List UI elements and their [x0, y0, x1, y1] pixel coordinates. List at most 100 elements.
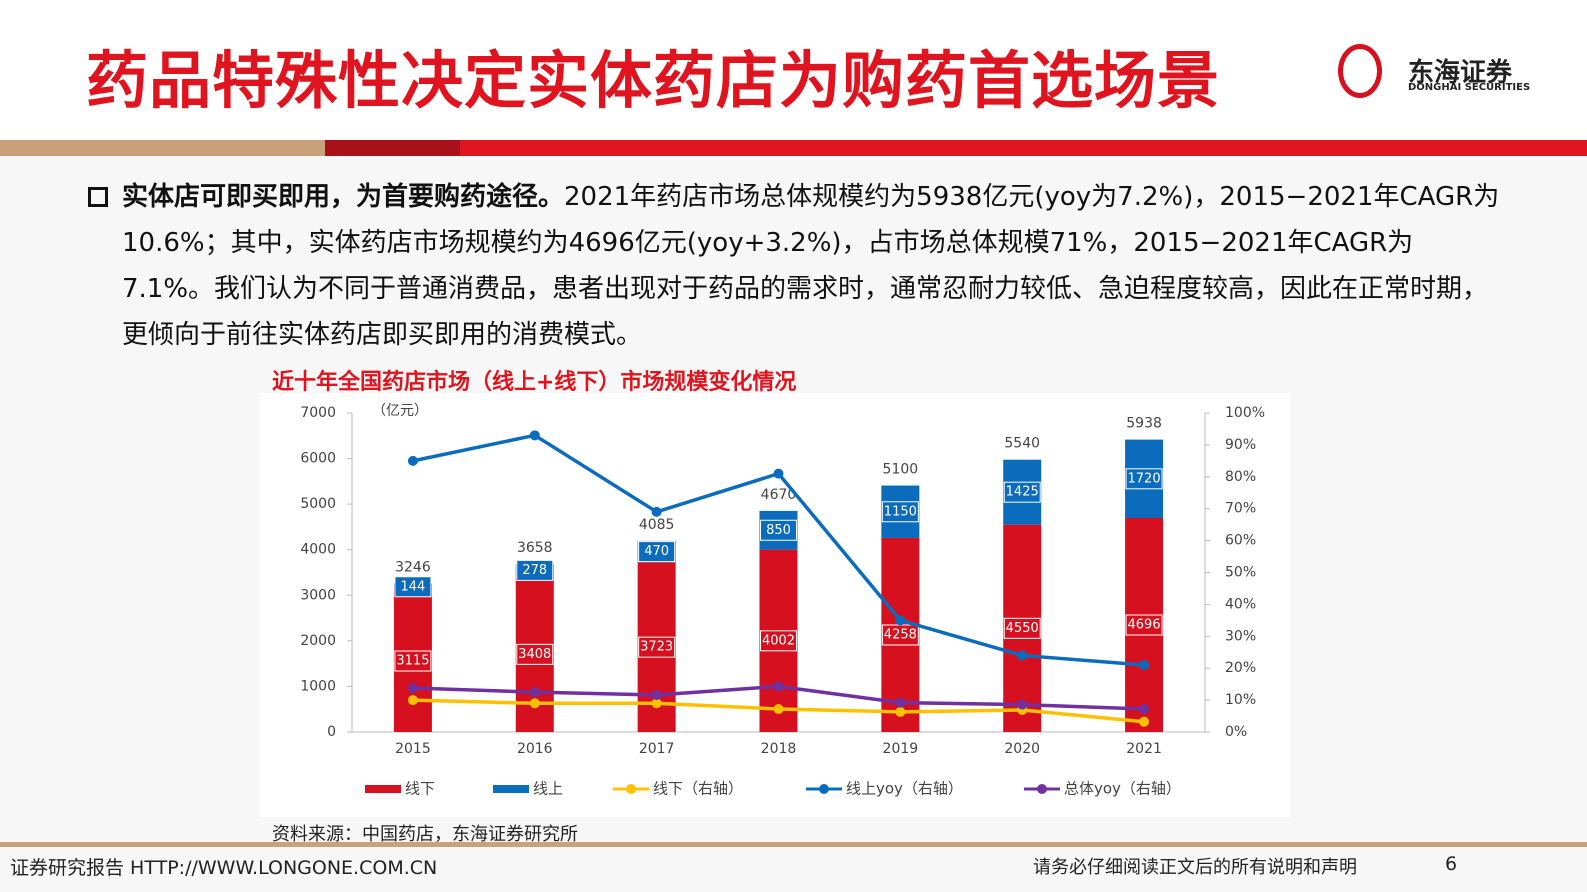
- point: [1139, 716, 1150, 727]
- total-label: 5540: [1004, 436, 1040, 452]
- legend-swatch: [493, 785, 529, 793]
- legend-swatch: [1037, 784, 1047, 794]
- legend-label: 线上yoy（右轴）: [846, 780, 963, 798]
- total-label: 4670: [761, 487, 797, 503]
- value-label: 144: [401, 579, 426, 594]
- value-label-box: [516, 643, 554, 665]
- point: [773, 468, 784, 479]
- paragraph: 实体店可即买即用，为首要购药途径。2021年药店市场总体规模约为5938亿元(y…: [122, 174, 1502, 358]
- y2-tick-label: 70%: [1225, 501, 1256, 517]
- point: [529, 430, 540, 441]
- bullet-square: [88, 187, 108, 207]
- point: [1017, 650, 1028, 661]
- y2-tick-label: 10%: [1225, 692, 1256, 708]
- y-tick-label: 4000: [300, 542, 336, 558]
- header-bg: [0, 0, 1587, 140]
- value-label-box: [394, 650, 432, 672]
- y-tick-label: 5000: [300, 496, 336, 512]
- y-unit: （亿元）: [372, 403, 428, 419]
- value-label-box: [394, 576, 432, 598]
- value-label: 3723: [640, 640, 673, 655]
- band: [0, 140, 325, 156]
- value-label: 3115: [396, 654, 429, 669]
- y-tick-label: 1000: [300, 678, 336, 694]
- y-tick-label: 0: [327, 724, 336, 740]
- value-label: 4258: [884, 627, 917, 642]
- total-label: 5938: [1126, 416, 1162, 432]
- total-label: 3658: [517, 540, 553, 556]
- y-tick-label: 2000: [300, 633, 336, 649]
- footer-line: [0, 842, 1587, 847]
- point: [773, 681, 784, 692]
- value-label: 4002: [762, 633, 795, 648]
- value-label-box: [1003, 481, 1041, 503]
- logo-mark: [1338, 44, 1382, 98]
- y2-tick-label: 60%: [1225, 533, 1256, 549]
- value-label: 3408: [518, 647, 551, 662]
- logo-cn: 东海证券: [1408, 58, 1513, 88]
- y2-tick-label: 40%: [1225, 596, 1256, 612]
- legend-label: 总体yoy（右轴）: [1064, 780, 1181, 798]
- legend-label: 线上: [533, 780, 563, 798]
- point: [407, 455, 418, 466]
- point: [407, 695, 418, 706]
- point: [529, 687, 540, 698]
- y-tick-label: 6000: [300, 451, 336, 467]
- legend-swatch: [819, 784, 829, 794]
- y-tick-label: 3000: [300, 587, 336, 603]
- legend-swatch: [365, 785, 401, 793]
- band: [325, 140, 460, 156]
- value-label-box: [760, 519, 797, 541]
- slide-title: 药品特殊性决定实体药店为购药首选场景: [86, 44, 1221, 117]
- point: [1139, 660, 1150, 671]
- chart-title: 近十年全国药店市场（线上+线下）市场规模变化情况: [272, 370, 797, 395]
- value-label-box: [638, 636, 676, 658]
- y-tick-label: 7000: [300, 405, 336, 421]
- y2-tick-label: 90%: [1225, 437, 1256, 453]
- point: [407, 682, 418, 693]
- x-tick-label: 2017: [639, 741, 675, 757]
- value-label-box: [638, 541, 676, 563]
- point: [895, 697, 906, 708]
- legend-label: 线下（右轴）: [653, 780, 743, 798]
- value-label: 1425: [1006, 485, 1039, 500]
- x-tick-label: 2020: [1004, 741, 1040, 757]
- x-tick-label: 2019: [883, 741, 919, 757]
- x-tick-label: 2015: [395, 741, 431, 757]
- point: [651, 689, 662, 700]
- value-label-box: [516, 559, 554, 581]
- value-label: 1720: [1128, 471, 1161, 486]
- source: 资料来源：中国药店，东海证券研究所: [272, 824, 578, 845]
- page-number: 6: [1445, 853, 1458, 875]
- band: [460, 140, 1587, 156]
- value-label-box: [881, 501, 919, 523]
- point: [1017, 699, 1028, 710]
- value-label-box: [1003, 617, 1041, 639]
- value-label: 4696: [1128, 617, 1161, 632]
- y2-tick-label: 20%: [1225, 660, 1256, 676]
- value-label: 850: [766, 523, 791, 538]
- x-tick-label: 2016: [517, 741, 553, 757]
- legend-swatch: [626, 784, 636, 794]
- point: [651, 698, 662, 709]
- x-tick-label: 2018: [761, 741, 797, 757]
- bold-lead: 实体店可即买即用，为首要购药途径。: [122, 182, 565, 212]
- total-label: 4085: [639, 517, 675, 533]
- total-label: 3246: [395, 559, 431, 575]
- body-text: 2021年药店市场总体规模约为5938亿元(yoy为7.2%)，2015−202…: [122, 182, 1500, 350]
- footer-right: 请务必仔细阅读正文后的所有说明和声明: [1033, 857, 1357, 878]
- y2-tick-label: 100%: [1225, 405, 1265, 421]
- point: [1139, 704, 1150, 715]
- point: [895, 615, 906, 626]
- footer-left: 证券研究报告 HTTP://WWW.LONGONE.COM.CN: [10, 857, 438, 879]
- value-label: 278: [522, 563, 547, 578]
- point: [773, 704, 784, 715]
- point: [895, 706, 906, 717]
- point: [651, 506, 662, 517]
- y2-tick-label: 50%: [1225, 565, 1256, 581]
- total-label: 5100: [883, 462, 919, 478]
- y2-tick-label: 0%: [1225, 724, 1247, 740]
- logo-en: DONGHAI SECURITIES: [1408, 82, 1531, 93]
